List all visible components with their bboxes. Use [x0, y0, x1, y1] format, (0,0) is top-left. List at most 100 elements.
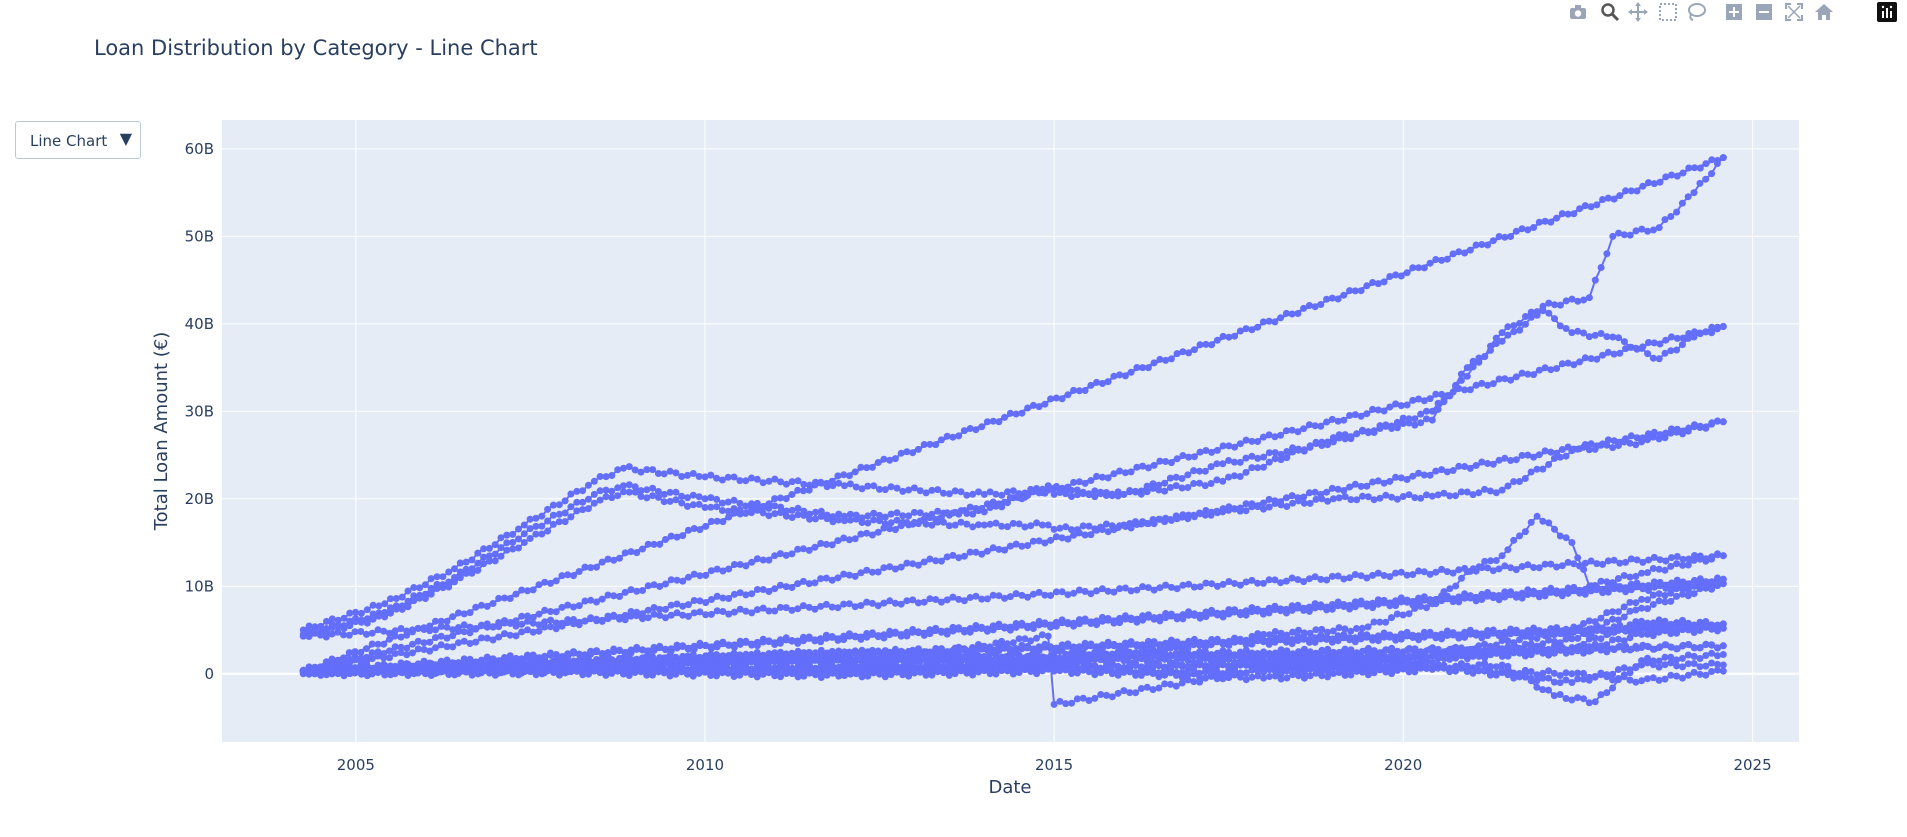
- data-point: [1656, 643, 1664, 651]
- data-point: [684, 659, 692, 667]
- data-point: [937, 598, 945, 606]
- data-point: [433, 585, 441, 592]
- data-point: [1667, 213, 1675, 220]
- data-point: [928, 521, 936, 529]
- data-point: [538, 512, 546, 520]
- data-point: [1553, 589, 1561, 597]
- data-point: [1609, 684, 1617, 692]
- data-point: [480, 553, 488, 561]
- data-point: [1650, 645, 1658, 653]
- data-point: [1018, 495, 1026, 503]
- data-point: [1518, 594, 1526, 602]
- data-point: [748, 609, 756, 617]
- data-point: [1650, 339, 1658, 347]
- data-point: [1434, 405, 1442, 413]
- data-point: [437, 622, 445, 630]
- data-point: [1156, 457, 1164, 465]
- data-point: [1585, 446, 1593, 454]
- data-point: [1173, 650, 1181, 658]
- data-point: [1282, 638, 1290, 646]
- camera-icon[interactable]: [1567, 1, 1589, 23]
- data-point: [1469, 651, 1477, 658]
- data-point: [742, 477, 750, 485]
- data-point: [955, 625, 963, 633]
- data-point: [851, 603, 859, 611]
- data-point: [1073, 646, 1081, 654]
- data-point: [1409, 396, 1417, 404]
- data-point: [1423, 407, 1430, 415]
- data-point: [437, 632, 445, 640]
- data-point: [1438, 630, 1446, 638]
- data-point: [524, 587, 531, 595]
- data-point: [1091, 663, 1099, 670]
- data-point: [561, 497, 569, 505]
- data-point: [949, 509, 957, 517]
- data-point: [1576, 445, 1584, 453]
- data-point: [1311, 303, 1319, 311]
- reset-axes-icon[interactable]: [1813, 1, 1835, 23]
- data-point: [1443, 392, 1451, 400]
- data-point: [449, 613, 457, 621]
- data-point: [1633, 345, 1641, 353]
- data-point: [960, 507, 968, 514]
- lasso-select-icon[interactable]: [1685, 1, 1707, 23]
- box-select-icon[interactable]: [1657, 1, 1679, 23]
- data-point: [995, 418, 1003, 426]
- data-point: [1155, 486, 1163, 494]
- data-point: [509, 545, 517, 553]
- plotly-logo-icon[interactable]: [1877, 2, 1897, 22]
- data-point: [1620, 664, 1628, 672]
- data-point: [1374, 406, 1382, 414]
- data-point: [1370, 618, 1378, 626]
- data-point: [960, 597, 968, 605]
- data-point: [1614, 616, 1622, 624]
- data-point: [455, 639, 462, 647]
- data-point: [549, 511, 557, 519]
- data-point: [1545, 674, 1553, 682]
- data-point: [730, 649, 738, 657]
- data-point: [1455, 566, 1463, 574]
- data-point: [1335, 494, 1343, 502]
- chart-type-dropdown[interactable]: Line Chart ▼: [15, 121, 141, 159]
- data-point: [1108, 492, 1116, 500]
- data-point: [949, 658, 957, 666]
- data-point: [1382, 618, 1390, 626]
- data-point: [1662, 641, 1670, 649]
- zoom-out-icon[interactable]: [1753, 1, 1775, 23]
- data-point: [1225, 333, 1233, 341]
- data-point: [1461, 249, 1469, 257]
- data-point: [1068, 493, 1075, 500]
- data-point: [1012, 623, 1020, 631]
- data-point: [1541, 560, 1549, 568]
- data-point: [573, 487, 581, 495]
- data-point: [1438, 466, 1446, 474]
- zoom-icon[interactable]: [1599, 1, 1621, 23]
- data-point: [1024, 593, 1032, 601]
- data-point: [1121, 372, 1129, 380]
- data-point: [1190, 678, 1198, 686]
- data-point: [1576, 562, 1584, 570]
- data-point: [1580, 296, 1588, 304]
- data-point: [420, 624, 428, 632]
- data-point: [456, 574, 464, 582]
- data-point: [1006, 593, 1014, 601]
- data-point: [926, 514, 934, 522]
- data-point: [1638, 595, 1646, 603]
- data-point: [1530, 628, 1538, 636]
- data-point: [1242, 500, 1250, 508]
- zoom-in-icon[interactable]: [1723, 1, 1745, 23]
- data-point: [702, 642, 710, 650]
- data-point: [639, 587, 646, 594]
- pan-icon[interactable]: [1627, 1, 1649, 23]
- data-point: [887, 519, 895, 527]
- data-point: [707, 659, 715, 667]
- data-point: [1156, 515, 1164, 523]
- data-point: [1616, 192, 1624, 200]
- autoscale-icon[interactable]: [1783, 1, 1805, 23]
- data-point: [558, 619, 566, 627]
- data-point: [1265, 458, 1273, 466]
- data-point: [1632, 441, 1640, 449]
- data-point: [1702, 623, 1710, 631]
- data-point: [1185, 611, 1193, 619]
